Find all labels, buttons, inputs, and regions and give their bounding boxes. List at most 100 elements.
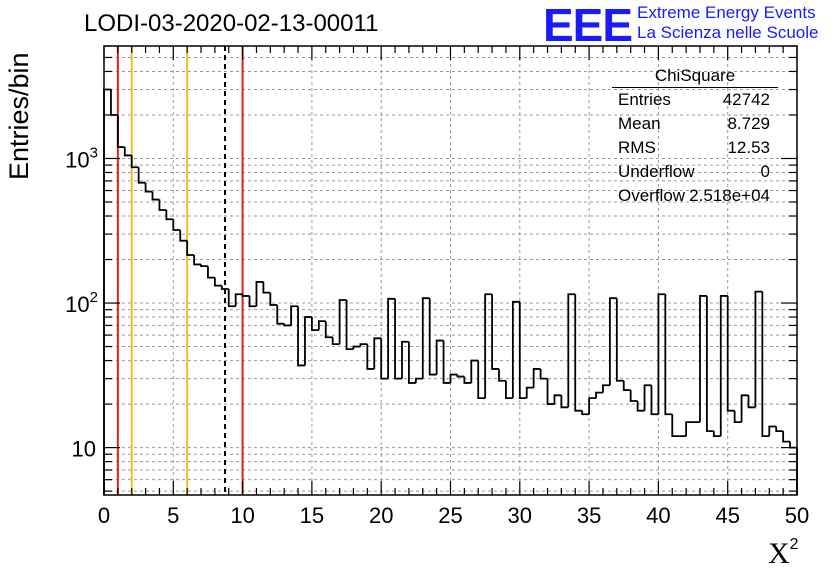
histogram-bin [470,359,479,383]
histogram-bin [685,421,694,437]
x-axis-label-base: X [768,537,790,570]
histogram-bin [699,295,707,423]
histogram-bin [595,391,603,399]
histogram-bin [373,337,382,369]
x-tick-label: 40 [646,503,670,528]
histogram-bin [775,426,784,433]
histogram-bin [768,425,777,437]
y-tick-label: 10 [72,437,96,462]
x-tick-label: 5 [167,503,179,528]
histogram-bin [317,320,326,331]
histogram-bin [276,304,285,325]
histogram-bin [581,410,590,416]
histogram-bin [116,114,125,148]
x-axis-label-superscript: 2 [789,536,799,553]
histogram-bin [664,294,673,416]
histogram-bin [387,297,396,379]
histogram-bin [311,317,319,331]
histogram-bin [518,301,527,399]
histogram-bin [782,431,791,443]
histogram-bin [491,294,500,370]
x-tick-label: 30 [508,503,532,528]
histogram-bin [248,295,257,308]
logo-text-line2: La Scienza nelle Scuole [637,23,819,42]
stats-value: 8.729 [727,114,770,133]
histogram-bin [712,431,721,438]
x-tick-label: 0 [98,503,110,528]
y-axis-ticks: 10 102 103 [65,45,797,492]
histogram-bin [172,219,181,231]
stats-label: Underflow [618,162,695,181]
x-tick-label: 25 [438,503,462,528]
x-tick-label: 45 [715,503,739,528]
histogram-bin [532,368,541,388]
y-tick-label: 103 [65,144,98,172]
stats-title: ChiSquare [612,66,778,88]
stats-value: 42742 [722,90,770,109]
histogram-bin [144,182,153,193]
histogram-bin [629,390,638,402]
stats-row: Entries 42742 [612,90,778,114]
histogram-bin [671,414,680,438]
histogram-bin [414,377,423,383]
stats-label: Overflow [618,186,686,205]
histogram-bin [463,376,472,384]
histogram-bin [227,289,236,308]
histogram-bin [560,395,569,409]
histogram-bin [110,89,118,116]
histogram-bin [165,210,174,221]
stats-value: 12.53 [727,138,770,157]
x-axis-ticks: 0 5 10 15 20 25 30 35 40 45 50 [98,46,809,528]
histogram-bin [213,277,222,287]
stats-value: 2.518e+04 [689,186,770,205]
histogram-bin [622,380,631,391]
histogram-bin [283,323,292,327]
histogram-bin [234,293,243,307]
stats-row: RMS 12.53 [612,138,778,162]
histogram-bin [103,88,111,495]
histogram-bin [754,290,763,408]
histogram-bin [338,299,347,345]
histogram-bin [539,368,548,380]
histogram-bin [241,294,250,297]
histogram-bin [643,384,652,411]
histogram-bin [220,285,229,290]
stats-row: Mean 8.729 [612,114,778,138]
histogram-bin [615,298,624,382]
histogram-bin [401,340,409,379]
x-axis-label: X2 [768,536,799,571]
histogram-bin [255,281,264,307]
histogram-bin [608,297,617,386]
histogram-bin [331,337,340,345]
histogram-bin [442,340,451,384]
histogram-bin [726,295,735,412]
histogram-bin [636,401,645,412]
histogram-bin [324,321,333,339]
histogram-bin [137,167,146,184]
histogram-bin [657,293,666,415]
histogram-bin [650,385,659,416]
stats-row: Overflow 2.518e+04 [612,186,778,210]
histogram-bin [421,297,430,379]
histogram-bin [602,384,610,393]
x-tick-label: 10 [230,503,254,528]
histogram-bin [207,266,215,279]
histogram-bin [511,300,520,399]
histogram-bin [290,305,299,326]
histogram-bin [186,240,195,256]
eee-logo: EEE [543,0,633,51]
histogram-bin [304,316,312,366]
histogram-bin [345,299,354,351]
histogram-bin [366,344,375,370]
histogram-bin [553,394,562,405]
histogram-bin [130,155,139,169]
histogram-bin [789,441,797,449]
histogram-bin [706,295,714,433]
histogram-bin [269,292,278,306]
histogram-bin [262,281,271,294]
histogram-bin [158,199,167,211]
histogram-bin [574,294,583,412]
histogram-bin [525,386,534,399]
grid-lines [104,45,797,495]
